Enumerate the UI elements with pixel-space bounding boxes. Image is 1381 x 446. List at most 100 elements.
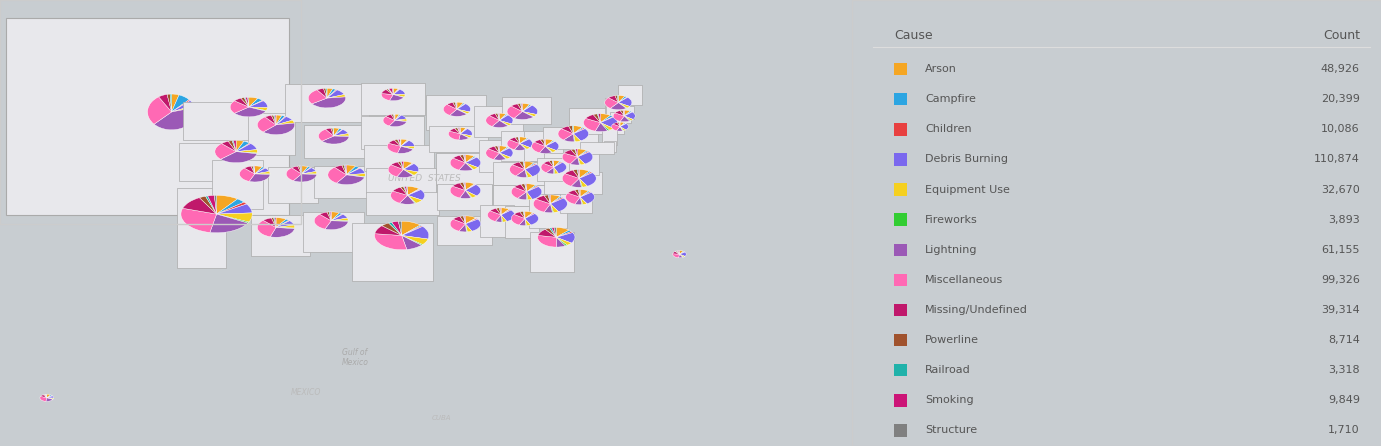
Wedge shape: [47, 395, 52, 398]
Wedge shape: [207, 195, 217, 214]
FancyBboxPatch shape: [544, 172, 602, 194]
Wedge shape: [577, 157, 586, 165]
Wedge shape: [619, 95, 624, 103]
Wedge shape: [486, 149, 500, 159]
Wedge shape: [615, 95, 619, 103]
Wedge shape: [249, 99, 262, 107]
Wedge shape: [456, 102, 457, 109]
Wedge shape: [403, 169, 418, 175]
Wedge shape: [181, 208, 217, 232]
Wedge shape: [396, 169, 413, 178]
Text: Railroad: Railroad: [925, 365, 971, 375]
Wedge shape: [394, 114, 395, 120]
Wedge shape: [580, 190, 588, 197]
Wedge shape: [40, 396, 47, 401]
Wedge shape: [217, 195, 238, 214]
Wedge shape: [679, 252, 685, 254]
Text: Gulf of
Mexico: Gulf of Mexico: [341, 348, 369, 368]
Wedge shape: [500, 148, 510, 153]
Bar: [895, 183, 907, 196]
Wedge shape: [554, 162, 562, 167]
FancyBboxPatch shape: [537, 158, 569, 181]
Wedge shape: [334, 128, 342, 136]
Wedge shape: [584, 118, 601, 131]
Wedge shape: [402, 226, 423, 235]
Wedge shape: [550, 228, 557, 237]
Wedge shape: [519, 138, 529, 144]
Wedge shape: [400, 161, 403, 169]
Wedge shape: [244, 166, 254, 174]
Wedge shape: [148, 97, 171, 124]
Text: UNITED STATES: UNITED STATES: [163, 105, 211, 110]
Wedge shape: [264, 218, 276, 227]
Wedge shape: [334, 165, 347, 175]
Wedge shape: [679, 254, 684, 257]
Wedge shape: [540, 139, 545, 146]
Wedge shape: [552, 161, 554, 167]
Wedge shape: [551, 195, 561, 204]
Bar: [895, 153, 907, 165]
Wedge shape: [214, 195, 217, 214]
Wedge shape: [580, 197, 587, 205]
FancyBboxPatch shape: [580, 142, 615, 153]
Text: 32,670: 32,670: [1322, 185, 1360, 194]
Wedge shape: [398, 161, 403, 169]
Wedge shape: [394, 89, 399, 95]
FancyBboxPatch shape: [501, 131, 534, 161]
Wedge shape: [235, 98, 249, 107]
FancyBboxPatch shape: [435, 153, 493, 185]
Wedge shape: [554, 161, 559, 167]
Wedge shape: [389, 88, 394, 95]
Wedge shape: [253, 166, 254, 174]
Wedge shape: [598, 114, 601, 123]
Wedge shape: [400, 140, 414, 146]
Wedge shape: [525, 214, 539, 225]
Wedge shape: [500, 153, 507, 159]
Wedge shape: [457, 109, 470, 114]
Wedge shape: [394, 95, 405, 97]
Wedge shape: [464, 216, 465, 224]
Wedge shape: [398, 146, 413, 153]
Bar: [895, 334, 907, 346]
FancyBboxPatch shape: [429, 126, 489, 152]
Wedge shape: [501, 208, 510, 215]
FancyBboxPatch shape: [559, 191, 592, 213]
Wedge shape: [460, 216, 465, 224]
Bar: [895, 244, 907, 256]
Wedge shape: [286, 168, 301, 181]
Wedge shape: [609, 96, 619, 103]
Wedge shape: [276, 220, 290, 227]
Wedge shape: [44, 394, 47, 398]
Wedge shape: [301, 171, 316, 174]
Wedge shape: [457, 102, 464, 109]
Text: Debris Burning: Debris Burning: [925, 154, 1008, 165]
Wedge shape: [342, 165, 347, 175]
Wedge shape: [464, 182, 465, 190]
Text: 3,318: 3,318: [1329, 365, 1360, 375]
Wedge shape: [334, 133, 349, 136]
FancyBboxPatch shape: [479, 140, 518, 172]
Wedge shape: [374, 226, 402, 235]
Wedge shape: [573, 134, 576, 142]
Wedge shape: [525, 169, 528, 178]
Wedge shape: [577, 169, 579, 178]
Text: 1,710: 1,710: [1329, 425, 1360, 435]
Wedge shape: [514, 144, 526, 150]
Wedge shape: [276, 219, 289, 227]
Text: Smoking: Smoking: [925, 395, 974, 405]
Wedge shape: [526, 192, 532, 200]
Wedge shape: [620, 127, 624, 131]
Wedge shape: [450, 158, 465, 170]
Wedge shape: [577, 149, 587, 157]
Wedge shape: [624, 112, 635, 120]
Wedge shape: [331, 213, 342, 221]
Wedge shape: [541, 163, 554, 173]
Wedge shape: [465, 163, 474, 170]
Wedge shape: [518, 137, 519, 144]
Wedge shape: [563, 150, 577, 157]
Wedge shape: [391, 162, 403, 169]
Wedge shape: [402, 235, 428, 244]
FancyBboxPatch shape: [304, 124, 367, 158]
Wedge shape: [673, 254, 679, 258]
Text: Miscellaneous: Miscellaneous: [925, 275, 1004, 285]
